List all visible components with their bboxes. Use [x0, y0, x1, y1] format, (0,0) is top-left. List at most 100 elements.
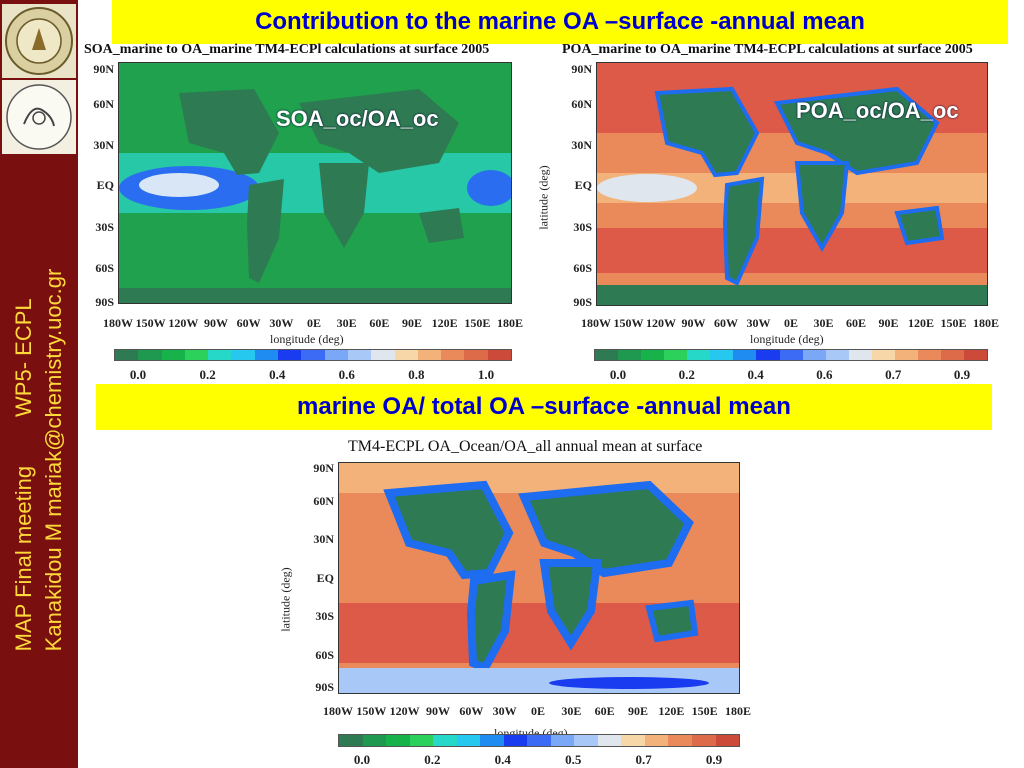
colorbar-tick: 0.4	[494, 752, 511, 767]
colorbar-swatch	[641, 350, 665, 360]
lat-tick: 30S	[95, 220, 114, 234]
colorbar-swatch	[386, 735, 410, 746]
lab-logo	[2, 80, 76, 154]
lat-tick: 30N	[571, 138, 592, 152]
lon-tick: 90W	[204, 316, 228, 330]
lon-tick: 150E	[940, 316, 967, 330]
colorbar-swatch	[464, 350, 488, 360]
colorbar-tick: 0.6	[816, 367, 833, 382]
colorbar-swatch	[595, 350, 619, 360]
colorbar-tick: 0.2	[678, 367, 695, 382]
lat-tick: EQ	[574, 178, 592, 192]
lat-tick: 90S	[95, 295, 114, 309]
lat-tick: 30N	[313, 532, 334, 546]
lon-tick: 60W	[714, 316, 738, 330]
lon-tick: 180W	[323, 704, 353, 718]
lon-tick: 0E	[783, 316, 798, 330]
panel2-xlabel: longitude (deg)	[750, 332, 824, 346]
colorbar-swatch	[621, 735, 645, 746]
colorbar-tick: 0.4	[747, 367, 764, 382]
panel2-ylabel: latitude (deg)	[536, 165, 551, 230]
colorbar-swatch	[394, 350, 418, 360]
colorbar-swatch	[597, 735, 622, 746]
lon-tick: 60E	[845, 316, 866, 330]
panel2-title: POA_marine to OA_marine TM4-ECPL calcula…	[562, 42, 973, 57]
lon-tick: 60E	[369, 316, 390, 330]
lon-tick: 0E	[306, 316, 321, 330]
colorbar-swatch	[618, 350, 642, 360]
colorbar-swatch	[668, 735, 692, 746]
lon-tick: 120W	[646, 316, 676, 330]
panel3-ylabel: latitude (deg)	[278, 567, 293, 632]
colorbar-tick: 0.0	[609, 367, 627, 382]
top-banner: Contribution to the marine OA –surface -…	[112, 0, 1008, 44]
lat-tick: 60S	[573, 261, 592, 275]
lon-tick: 150W	[135, 316, 166, 330]
lat-tick: 60N	[93, 97, 114, 111]
lon-tick: 30E	[561, 704, 582, 718]
colorbar-swatch	[254, 350, 279, 360]
colorbar-swatch	[487, 350, 512, 360]
university-logo	[2, 4, 76, 78]
colorbar-swatch	[231, 350, 255, 360]
colorbar-tick: 0.2	[199, 367, 216, 382]
sidebar-text: MAP Final meeting WP5- ECPL Kanakidou M …	[9, 269, 69, 652]
colorbar-swatch	[417, 350, 442, 360]
sidebar-line-1: MAP Final meeting WP5- ECPL	[11, 298, 36, 652]
sidebar: MAP Final meeting WP5- ECPL Kanakidou M …	[0, 0, 78, 768]
lat-tick: 90S	[573, 295, 592, 309]
colorbar-swatch	[161, 350, 185, 360]
lon-tick: 120E	[431, 316, 458, 330]
lat-tick: 30N	[93, 138, 114, 152]
colorbar-swatch	[550, 735, 575, 746]
colorbar-tick: 0.8	[408, 367, 425, 382]
lat-tick: EQ	[96, 178, 114, 192]
panel1-title: SOA_marine to OA_marine TM4-ECPl calcula…	[84, 42, 490, 57]
lon-tick: 180W	[103, 316, 133, 330]
lon-tick: 60E	[594, 704, 615, 718]
lon-tick: 150E	[691, 704, 718, 718]
lon-tick: 180W	[581, 316, 611, 330]
colorbar-swatch	[208, 350, 232, 360]
colorbar-swatch	[371, 350, 395, 360]
panel1-map	[118, 62, 515, 304]
lon-tick: 180E	[724, 704, 751, 718]
lon-tick: 0E	[530, 704, 545, 718]
lon-tick: 30E	[336, 316, 357, 330]
colorbar-tick: 0.7	[885, 367, 902, 382]
colorbar-tick: 0.6	[338, 367, 355, 382]
lon-tick: 150E	[464, 316, 491, 330]
colorbar-swatch	[480, 735, 504, 746]
colorbar-swatch	[715, 735, 740, 746]
lat-tick: 60N	[571, 97, 592, 111]
colorbar-swatch	[433, 735, 457, 746]
lon-tick: 120E	[658, 704, 685, 718]
colorbar-swatch	[138, 350, 162, 360]
lon-tick: 90W	[426, 704, 450, 718]
lat-tick: 30S	[573, 220, 592, 234]
lon-tick: 120W	[389, 704, 420, 718]
colorbar-tick: 0.0	[129, 367, 147, 382]
lon-tick: 90W	[681, 316, 706, 330]
colorbar-swatch	[574, 735, 598, 746]
lon-tick: 60W	[236, 316, 261, 330]
lon-tick: 120W	[168, 316, 199, 330]
lat-tick: 90N	[313, 461, 334, 475]
lon-tick: 150W	[613, 316, 644, 330]
lon-tick: 180E	[972, 316, 999, 330]
colorbar-swatch	[409, 735, 434, 746]
panel1-colorbar	[114, 349, 512, 361]
panel1-overlay-label: SOA_oc/OA_oc	[276, 106, 439, 131]
lon-tick: 30E	[813, 316, 834, 330]
colorbar-swatch	[894, 350, 918, 360]
lat-tick: 90N	[93, 62, 114, 76]
panel1-xlabel: longitude (deg)	[270, 332, 344, 346]
lon-tick: 120E	[907, 316, 934, 330]
colorbar-tick: 1.0	[477, 367, 495, 382]
colorbar-swatch	[324, 350, 348, 360]
colorbar-tick: 0.2	[424, 752, 441, 767]
colorbar-tick: 0.4	[269, 367, 286, 382]
colorbar-swatch	[779, 350, 803, 360]
colorbar-swatch	[756, 350, 780, 360]
colorbar-swatch	[691, 735, 716, 746]
